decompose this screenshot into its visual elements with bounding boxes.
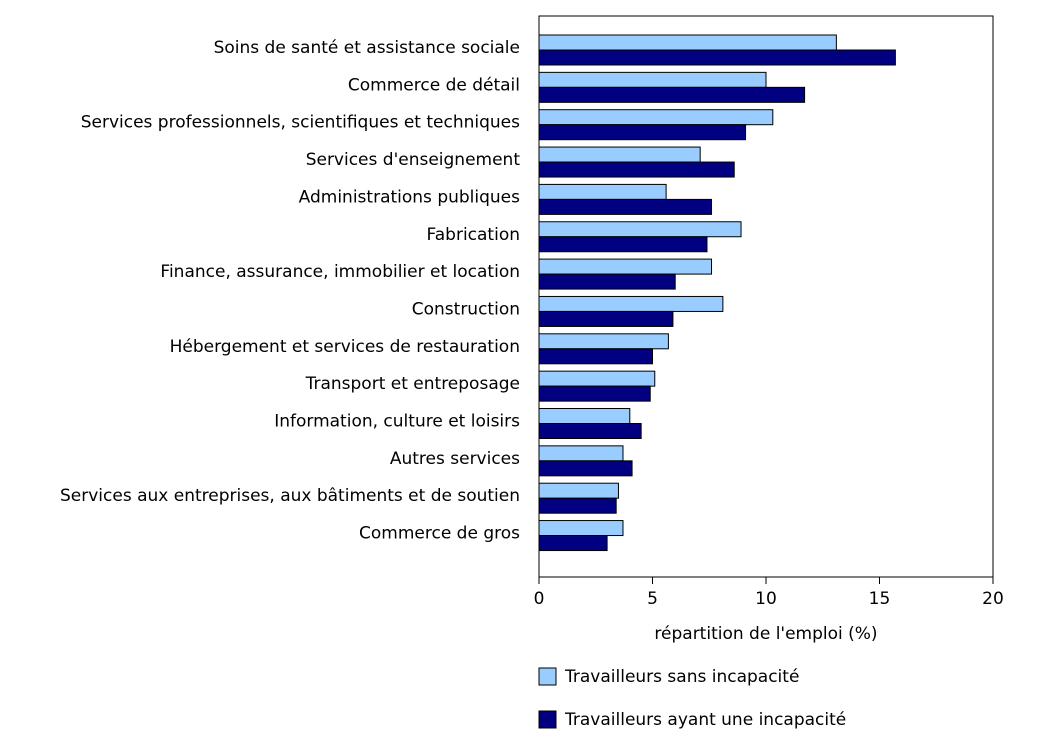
bar xyxy=(538,183,667,200)
bar xyxy=(538,71,767,88)
category-label: Commerce de détail xyxy=(348,75,520,95)
category-label: Construction xyxy=(412,299,520,319)
category-label: Autres services xyxy=(390,449,520,469)
bar xyxy=(538,236,708,253)
bar xyxy=(538,109,774,126)
category-label: Finance, assurance, immobilier et locati… xyxy=(160,262,520,282)
bar xyxy=(538,520,624,537)
bar xyxy=(538,408,631,424)
bar xyxy=(538,497,617,514)
category-label: Services d'enseignement xyxy=(306,150,521,170)
x-tick-label: 0 xyxy=(534,589,545,609)
bar xyxy=(538,482,619,499)
category-label: Services aux entreprises, aux bâtiments … xyxy=(60,486,520,506)
bar xyxy=(538,161,735,178)
bar xyxy=(538,295,724,312)
bar xyxy=(538,333,669,350)
bar xyxy=(538,86,806,103)
category-label: Services professionnels, scientifiques e… xyxy=(81,113,520,133)
bar xyxy=(538,460,633,477)
bar xyxy=(538,258,713,275)
x-axis-title: répartition de l'emploi (%) xyxy=(654,624,877,644)
bar xyxy=(538,423,642,439)
bar xyxy=(538,370,656,387)
bar xyxy=(538,124,747,141)
bar xyxy=(538,221,742,238)
x-tick-label: 10 xyxy=(755,589,777,609)
x-tick-label: 20 xyxy=(982,589,1004,609)
category-label: Soins de santé et assistance sociale xyxy=(214,38,520,58)
bar xyxy=(538,348,653,365)
category-label: Information, culture et loisirs xyxy=(274,412,520,432)
bar xyxy=(538,310,674,327)
bar xyxy=(538,34,837,51)
legend-swatch xyxy=(538,710,557,729)
legend-label: Travailleurs sans incapacité xyxy=(564,667,799,687)
legend-swatch xyxy=(538,667,557,686)
category-label: Administrations publiques xyxy=(299,187,520,207)
bar xyxy=(538,535,608,552)
legend-label: Travailleurs ayant une incapacité xyxy=(564,710,846,730)
bar xyxy=(538,146,701,163)
bar xyxy=(538,385,651,402)
x-tick-label: 5 xyxy=(647,589,658,609)
x-tick-label: 15 xyxy=(869,589,891,609)
bar xyxy=(538,273,676,290)
category-label: Commerce de gros xyxy=(359,524,520,544)
bar xyxy=(538,198,713,215)
category-label: Fabrication xyxy=(427,225,520,245)
bar xyxy=(538,49,896,66)
category-label: Transport et entreposage xyxy=(305,374,520,394)
bar xyxy=(538,445,624,462)
category-label: Hébergement et services de restauration xyxy=(170,337,520,357)
